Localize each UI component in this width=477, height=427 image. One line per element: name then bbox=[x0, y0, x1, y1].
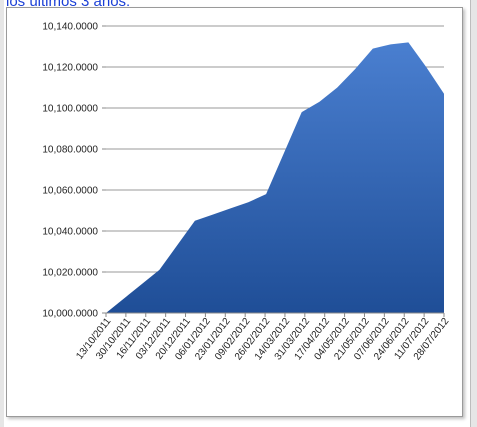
area-layer bbox=[106, 42, 444, 314]
y-tick-label: 10,080.0000 bbox=[42, 145, 98, 156]
y-tick-label: 10,140.0000 bbox=[42, 22, 98, 33]
y-tick-label: 10,040.0000 bbox=[42, 227, 98, 238]
period-link[interactable]: los últimos 3 años: bbox=[6, 0, 131, 10]
y-tick-label: 10,120.0000 bbox=[42, 63, 98, 74]
y-tick-label: 10,020.0000 bbox=[42, 268, 98, 279]
y-axis: 10,000.0000 10,020.0000 10,040.0000 10,060.… bbox=[42, 22, 106, 320]
y-tick-label: 10,100.0000 bbox=[42, 104, 98, 115]
x-axis: 13/10/201130/10/201116/11/201103/12/2011… bbox=[74, 312, 452, 362]
y-tick-label: 10,060.0000 bbox=[42, 186, 98, 197]
y-tick-label: 10,000.0000 bbox=[42, 309, 98, 320]
series-area bbox=[106, 42, 444, 314]
window-edge-right bbox=[470, 0, 477, 427]
window-edge-left bbox=[0, 0, 4, 427]
